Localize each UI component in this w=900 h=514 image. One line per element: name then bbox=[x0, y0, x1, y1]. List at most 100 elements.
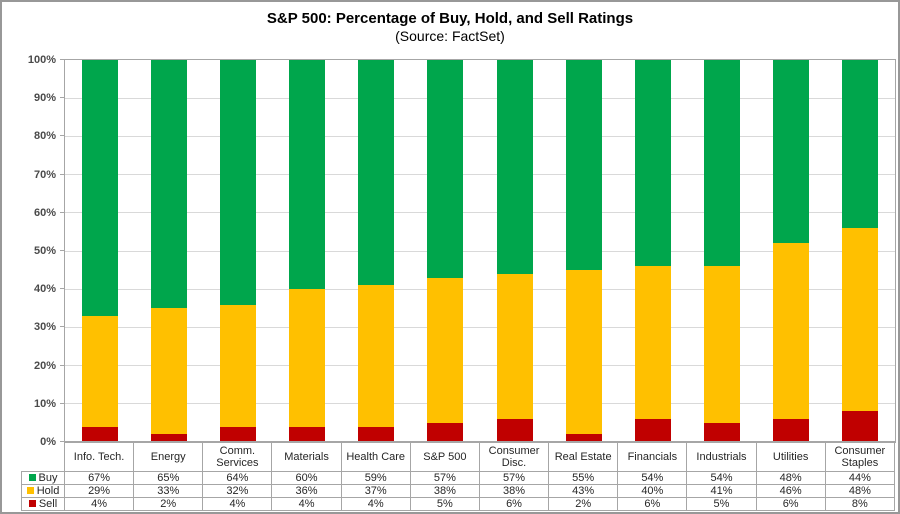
chart-subtitle: (Source: FactSet) bbox=[395, 28, 505, 44]
bar-segment-hold bbox=[842, 228, 879, 412]
y-axis-tick-label: 100% bbox=[27, 54, 56, 66]
bar-segment-sell bbox=[634, 419, 671, 442]
table-value-cell: 6% bbox=[755, 497, 826, 511]
table-value-cell: 40% bbox=[617, 484, 688, 498]
gridline bbox=[65, 250, 895, 252]
bar-segment-sell bbox=[358, 426, 395, 442]
table-row: Hold 29% 33% 32% 36% 37% 38% 38% 43% 40% 41% 46% 48% bbox=[21, 484, 896, 498]
table-value-cell: 54% bbox=[686, 471, 757, 485]
bar-segment-buy bbox=[81, 60, 118, 316]
legend-label: Buy bbox=[38, 472, 58, 484]
y-axis-tick-mark bbox=[60, 402, 64, 404]
stacked-bar bbox=[496, 60, 533, 442]
stacked-bar bbox=[565, 60, 602, 442]
table-value-cell: 8% bbox=[824, 497, 896, 511]
table-value-cell: 48% bbox=[755, 471, 826, 485]
legend-key-hold: Hold bbox=[21, 484, 65, 498]
bar-segment-buy bbox=[358, 60, 395, 286]
y-axis-tick-label: 0% bbox=[40, 436, 56, 448]
data-table: Info. Tech. Energy Comm. Services Materials… bbox=[21, 441, 896, 511]
y-axis-tick-mark bbox=[60, 173, 64, 175]
table-value-cell: 41% bbox=[686, 484, 757, 498]
legend-key-sell: Sell bbox=[21, 497, 65, 511]
bar-column-financials bbox=[618, 60, 687, 442]
bar-segment-sell bbox=[496, 419, 533, 442]
gridline bbox=[65, 326, 895, 328]
bar-segment-buy bbox=[289, 60, 326, 290]
table-value-cell: 67% bbox=[63, 471, 135, 485]
table-column-header: Info. Tech. bbox=[63, 441, 135, 472]
bar-segment-buy bbox=[704, 60, 741, 267]
bar-segment-hold bbox=[496, 273, 533, 420]
stacked-bar bbox=[219, 60, 256, 442]
bar-column-consumer-disc- bbox=[480, 60, 549, 442]
bar-column-real-estate bbox=[549, 60, 618, 442]
legend-swatch-hold bbox=[26, 486, 34, 494]
bar-segment-hold bbox=[150, 308, 187, 435]
table-value-cell: 64% bbox=[202, 471, 273, 485]
table-column-header: Real Estate bbox=[548, 441, 619, 472]
y-axis-tick-mark bbox=[60, 97, 64, 99]
table-value-cell: 65% bbox=[133, 471, 204, 485]
bar-segment-buy bbox=[219, 60, 256, 305]
y-axis-tick-mark bbox=[60, 364, 64, 366]
table-value-cell: 44% bbox=[824, 471, 896, 485]
bar-segment-sell bbox=[81, 426, 118, 442]
table-column-header: Consumer Staples bbox=[824, 441, 896, 472]
bar-column-consumer-staples bbox=[826, 60, 895, 442]
gridline bbox=[65, 174, 895, 176]
table-value-cell: 55% bbox=[548, 471, 619, 485]
bar-segment-sell bbox=[565, 434, 602, 442]
bar-column-comm-services bbox=[203, 60, 272, 442]
stacked-bar bbox=[704, 60, 741, 442]
chart-title: S&P 500: Percentage of Buy, Hold, and Se… bbox=[266, 10, 634, 27]
gridline bbox=[65, 288, 895, 290]
bar-column-energy bbox=[134, 60, 203, 442]
bar-segment-sell bbox=[427, 422, 464, 442]
y-axis-tick-label: 10% bbox=[33, 397, 56, 410]
y-axis-tick-label: 40% bbox=[33, 283, 56, 296]
bar-segment-hold bbox=[704, 266, 741, 423]
table-value-cell: 57% bbox=[478, 471, 550, 485]
y-axis-tick-label: 80% bbox=[33, 130, 56, 143]
table-column-header: Comm. Services bbox=[202, 441, 273, 472]
bar-segment-hold bbox=[565, 270, 602, 435]
table-value-cell: 57% bbox=[409, 471, 480, 485]
table-value-cell: 37% bbox=[340, 484, 411, 498]
table-column-header: Consumer Disc. bbox=[478, 441, 550, 472]
y-axis-tick-mark bbox=[60, 211, 64, 213]
table-value-cell: 29% bbox=[63, 484, 135, 498]
table-value-cell: 2% bbox=[548, 497, 619, 511]
table-column-header: S&P 500 bbox=[409, 441, 480, 472]
gridline bbox=[65, 403, 895, 405]
bar-column-s-p-500 bbox=[411, 60, 480, 442]
table-value-cell: 43% bbox=[548, 484, 619, 498]
y-axis-tick-label: 20% bbox=[33, 359, 56, 372]
bar-segment-buy bbox=[842, 60, 879, 229]
y-axis-tick-label: 60% bbox=[33, 206, 56, 219]
stacked-bar bbox=[634, 60, 671, 442]
y-axis-tick-mark bbox=[60, 441, 64, 442]
stacked-bar bbox=[81, 60, 118, 442]
y-axis-tick-mark bbox=[60, 59, 64, 60]
table-column-header: Health Care bbox=[340, 441, 411, 472]
bar-segment-buy bbox=[150, 60, 187, 309]
bar-column-materials bbox=[273, 60, 342, 442]
table-value-cell: 59% bbox=[340, 471, 411, 485]
table-column-header: Industrials bbox=[686, 441, 757, 472]
table-value-cell: 46% bbox=[755, 484, 826, 498]
stacked-bar bbox=[289, 60, 326, 442]
table-value-cell: 6% bbox=[617, 497, 688, 511]
y-axis-tick-label: 70% bbox=[33, 168, 56, 181]
bar-segment-buy bbox=[565, 60, 602, 271]
stacked-bar bbox=[773, 60, 810, 442]
stacked-bar bbox=[427, 60, 464, 442]
y-axis-tick-label: 90% bbox=[33, 92, 56, 105]
y-axis-tick-mark bbox=[60, 250, 64, 251]
gridline bbox=[65, 97, 895, 99]
legend-label: Hold bbox=[36, 485, 60, 497]
bar-segment-hold bbox=[634, 266, 671, 420]
table-value-cell: 54% bbox=[617, 471, 688, 485]
bar-segment-sell bbox=[842, 411, 879, 442]
